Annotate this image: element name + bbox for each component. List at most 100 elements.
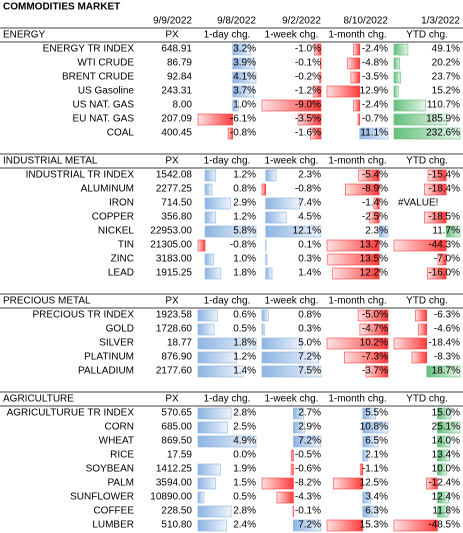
change-value: 0.6% [233, 310, 256, 321]
data-bar [437, 421, 461, 434]
price: 243.31 [161, 86, 192, 97]
data-bar [362, 407, 376, 420]
date-header: 9/9/2022 [153, 16, 192, 27]
data-bar [424, 211, 447, 224]
data-bar [415, 309, 428, 322]
data-bar [357, 309, 389, 322]
change-value: 0.3% [298, 254, 321, 265]
change-value: -12.4% [428, 478, 460, 489]
change-value: 3.4% [365, 492, 388, 503]
date-header: 1/3/2022 [421, 16, 460, 27]
commodity-name: SILVER [99, 338, 134, 349]
price: 21305.00 [150, 240, 192, 251]
data-bar [393, 127, 461, 140]
column-header: 1-week chg. [265, 156, 319, 167]
data-bar [393, 57, 401, 70]
data-bar [261, 337, 302, 350]
data-bar [265, 225, 322, 238]
data-bar [197, 477, 217, 490]
date-header: 8/10/2022 [344, 16, 389, 27]
change-value: -5.4% [362, 170, 388, 181]
data-bar [378, 225, 389, 238]
change-value: -3.5% [295, 114, 321, 125]
change-value: 1.8% [233, 338, 256, 349]
change-value: 10.0% [432, 464, 460, 475]
price: 8.00 [173, 100, 193, 111]
change-value: -0.8% [230, 240, 256, 251]
change-value: -4.3% [295, 492, 321, 503]
commodity-name: TIN [118, 240, 134, 251]
change-value: 15.0% [432, 408, 460, 419]
data-bar [297, 113, 322, 126]
change-value: #VALUE! [398, 198, 438, 209]
data-bar [347, 57, 361, 70]
column-header: YTD chg. [406, 156, 448, 167]
change-value: 1.4% [298, 268, 321, 279]
change-value: 3.9% [233, 58, 256, 69]
data-bar [265, 253, 268, 266]
change-value: -7.3% [362, 352, 388, 363]
data-bar [326, 85, 361, 98]
data-bar [424, 183, 447, 196]
data-bar [204, 267, 222, 280]
data-bar [204, 253, 215, 266]
commodity-name: SUNFLOWER [70, 492, 134, 503]
change-value: -1.0% [295, 44, 321, 55]
data-bar [197, 309, 218, 322]
data-bar [393, 43, 409, 56]
data-bar [232, 57, 256, 70]
commodity-name: BRENT CRUDE [62, 72, 134, 83]
price: 86.79 [167, 58, 192, 69]
data-bar [265, 169, 277, 182]
change-value: 2.8% [233, 408, 256, 419]
data-bar [265, 211, 287, 224]
data-bar [359, 323, 389, 336]
change-value: -6.3% [434, 310, 460, 321]
change-value: 3.7% [233, 86, 256, 97]
column-header: 1-day chg. [204, 296, 251, 307]
price: 648.91 [161, 44, 192, 55]
data-bar [197, 435, 257, 448]
data-bar [362, 435, 379, 448]
data-bar [232, 43, 252, 56]
change-value: 1.5% [233, 478, 256, 489]
data-bar [276, 491, 294, 504]
change-value: 49.1% [432, 44, 460, 55]
price: 2177.60 [156, 366, 193, 377]
data-bar [204, 197, 231, 210]
column-header: 1-week chg. [265, 296, 319, 307]
price: 18.77 [167, 338, 192, 349]
data-bar [197, 239, 206, 252]
commodity-name: NICKEL [98, 226, 135, 237]
change-value: -1.1% [362, 464, 388, 475]
change-value: 0.8% [233, 184, 256, 195]
commodity-name: COFFEE [93, 506, 134, 517]
data-bar [197, 407, 232, 420]
data-bar [265, 267, 273, 280]
data-bar [261, 309, 269, 322]
change-value: 12.1% [293, 226, 321, 237]
data-bar [427, 267, 447, 280]
change-value: 2.5% [233, 422, 256, 433]
data-bar [393, 519, 438, 532]
column-header: PX [165, 156, 179, 167]
data-bar [327, 253, 380, 266]
date-header: 9/2/2022 [282, 16, 321, 27]
data-bar [359, 127, 389, 140]
change-value: 2.3% [298, 170, 321, 181]
commodity-name: AGRICULTURUE TR INDEX [7, 408, 135, 419]
commodity-name: RICE [110, 450, 134, 461]
price: 1915.25 [156, 268, 193, 279]
commodity-name: IRON [109, 198, 134, 209]
data-bar [197, 113, 233, 126]
date-header: 9/8/2022 [217, 16, 256, 27]
column-header: 1-day chg. [204, 30, 251, 41]
column-header: YTD chg. [406, 30, 448, 41]
commodity-name: PLATINUM [84, 352, 134, 363]
column-header: 1-week chg. [265, 394, 319, 405]
column-header: 1-month chg. [328, 156, 386, 167]
change-value: -4.8% [362, 58, 388, 69]
data-bar [265, 197, 300, 210]
column-header: PX [165, 296, 179, 307]
change-value: 1.0% [233, 254, 256, 265]
